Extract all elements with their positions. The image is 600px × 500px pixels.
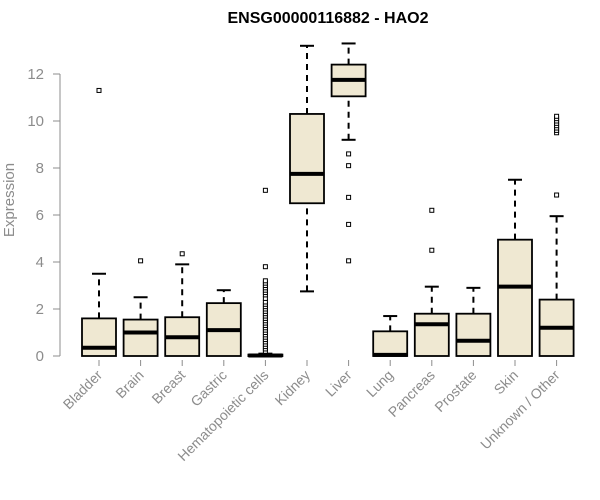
y-tick-label: 6	[36, 207, 44, 224]
outlier-point	[138, 258, 144, 264]
outlier-point	[346, 221, 352, 227]
x-tick-label: Prostate	[431, 367, 479, 415]
x-tick-label: Liver	[322, 367, 355, 400]
x-tick-label: Lung	[363, 367, 396, 400]
x-tick-label: Bladder	[60, 367, 106, 413]
box-bladder	[81, 87, 117, 357]
box-iqr	[413, 312, 450, 357]
box-series	[81, 42, 575, 358]
outlier-point	[554, 192, 560, 198]
outlier-point	[346, 163, 352, 169]
box-liver	[330, 42, 367, 264]
outlier-point	[262, 264, 268, 270]
box-kidney	[289, 44, 325, 293]
outlier-point	[346, 258, 352, 264]
y-axis-label: Expression	[1, 163, 18, 237]
box-skin	[497, 178, 533, 357]
y-tick-label: 10	[27, 113, 44, 130]
y-tick-label: 0	[36, 348, 44, 365]
box-brain	[122, 258, 159, 357]
box-pancreas	[413, 207, 450, 357]
outlier-point	[554, 113, 560, 119]
outlier-point	[262, 278, 268, 284]
x-tick-label: Kidney	[272, 367, 314, 409]
outlier-point	[96, 87, 102, 93]
box-unknown-other	[538, 113, 575, 357]
outlier-point	[179, 251, 185, 257]
y-tick-label: 4	[36, 254, 44, 271]
outlier-point	[429, 247, 435, 253]
y-tick-label: 2	[36, 301, 44, 318]
outlier-point	[429, 207, 435, 213]
x-tick-label: Unknown / Other	[477, 367, 563, 453]
box-iqr	[122, 318, 159, 357]
box-iqr	[81, 317, 117, 357]
box-iqr	[372, 330, 409, 357]
box-breast	[164, 251, 201, 357]
y-axis-ticks: 0 2 4 6 8 10 12	[27, 66, 60, 365]
x-tick-label: Breast	[148, 367, 188, 407]
x-tick-label: Skin	[491, 367, 522, 398]
y-tick-label: 12	[27, 66, 44, 83]
box-gastric	[205, 289, 242, 357]
y-tick-label: 8	[36, 160, 44, 177]
box-iqr	[497, 238, 533, 357]
chart-title: ENSG00000116882 - HAO2	[227, 10, 428, 27]
box-prostate	[455, 286, 492, 357]
x-tick-label: Brain	[112, 367, 146, 401]
outlier-point	[262, 187, 268, 193]
outlier-point	[346, 194, 352, 200]
box-iqr	[455, 312, 492, 357]
outlier-point	[346, 151, 352, 157]
box-iqr	[289, 113, 325, 205]
box-lung	[372, 315, 409, 357]
box-hematopoietic-cells	[247, 187, 284, 358]
